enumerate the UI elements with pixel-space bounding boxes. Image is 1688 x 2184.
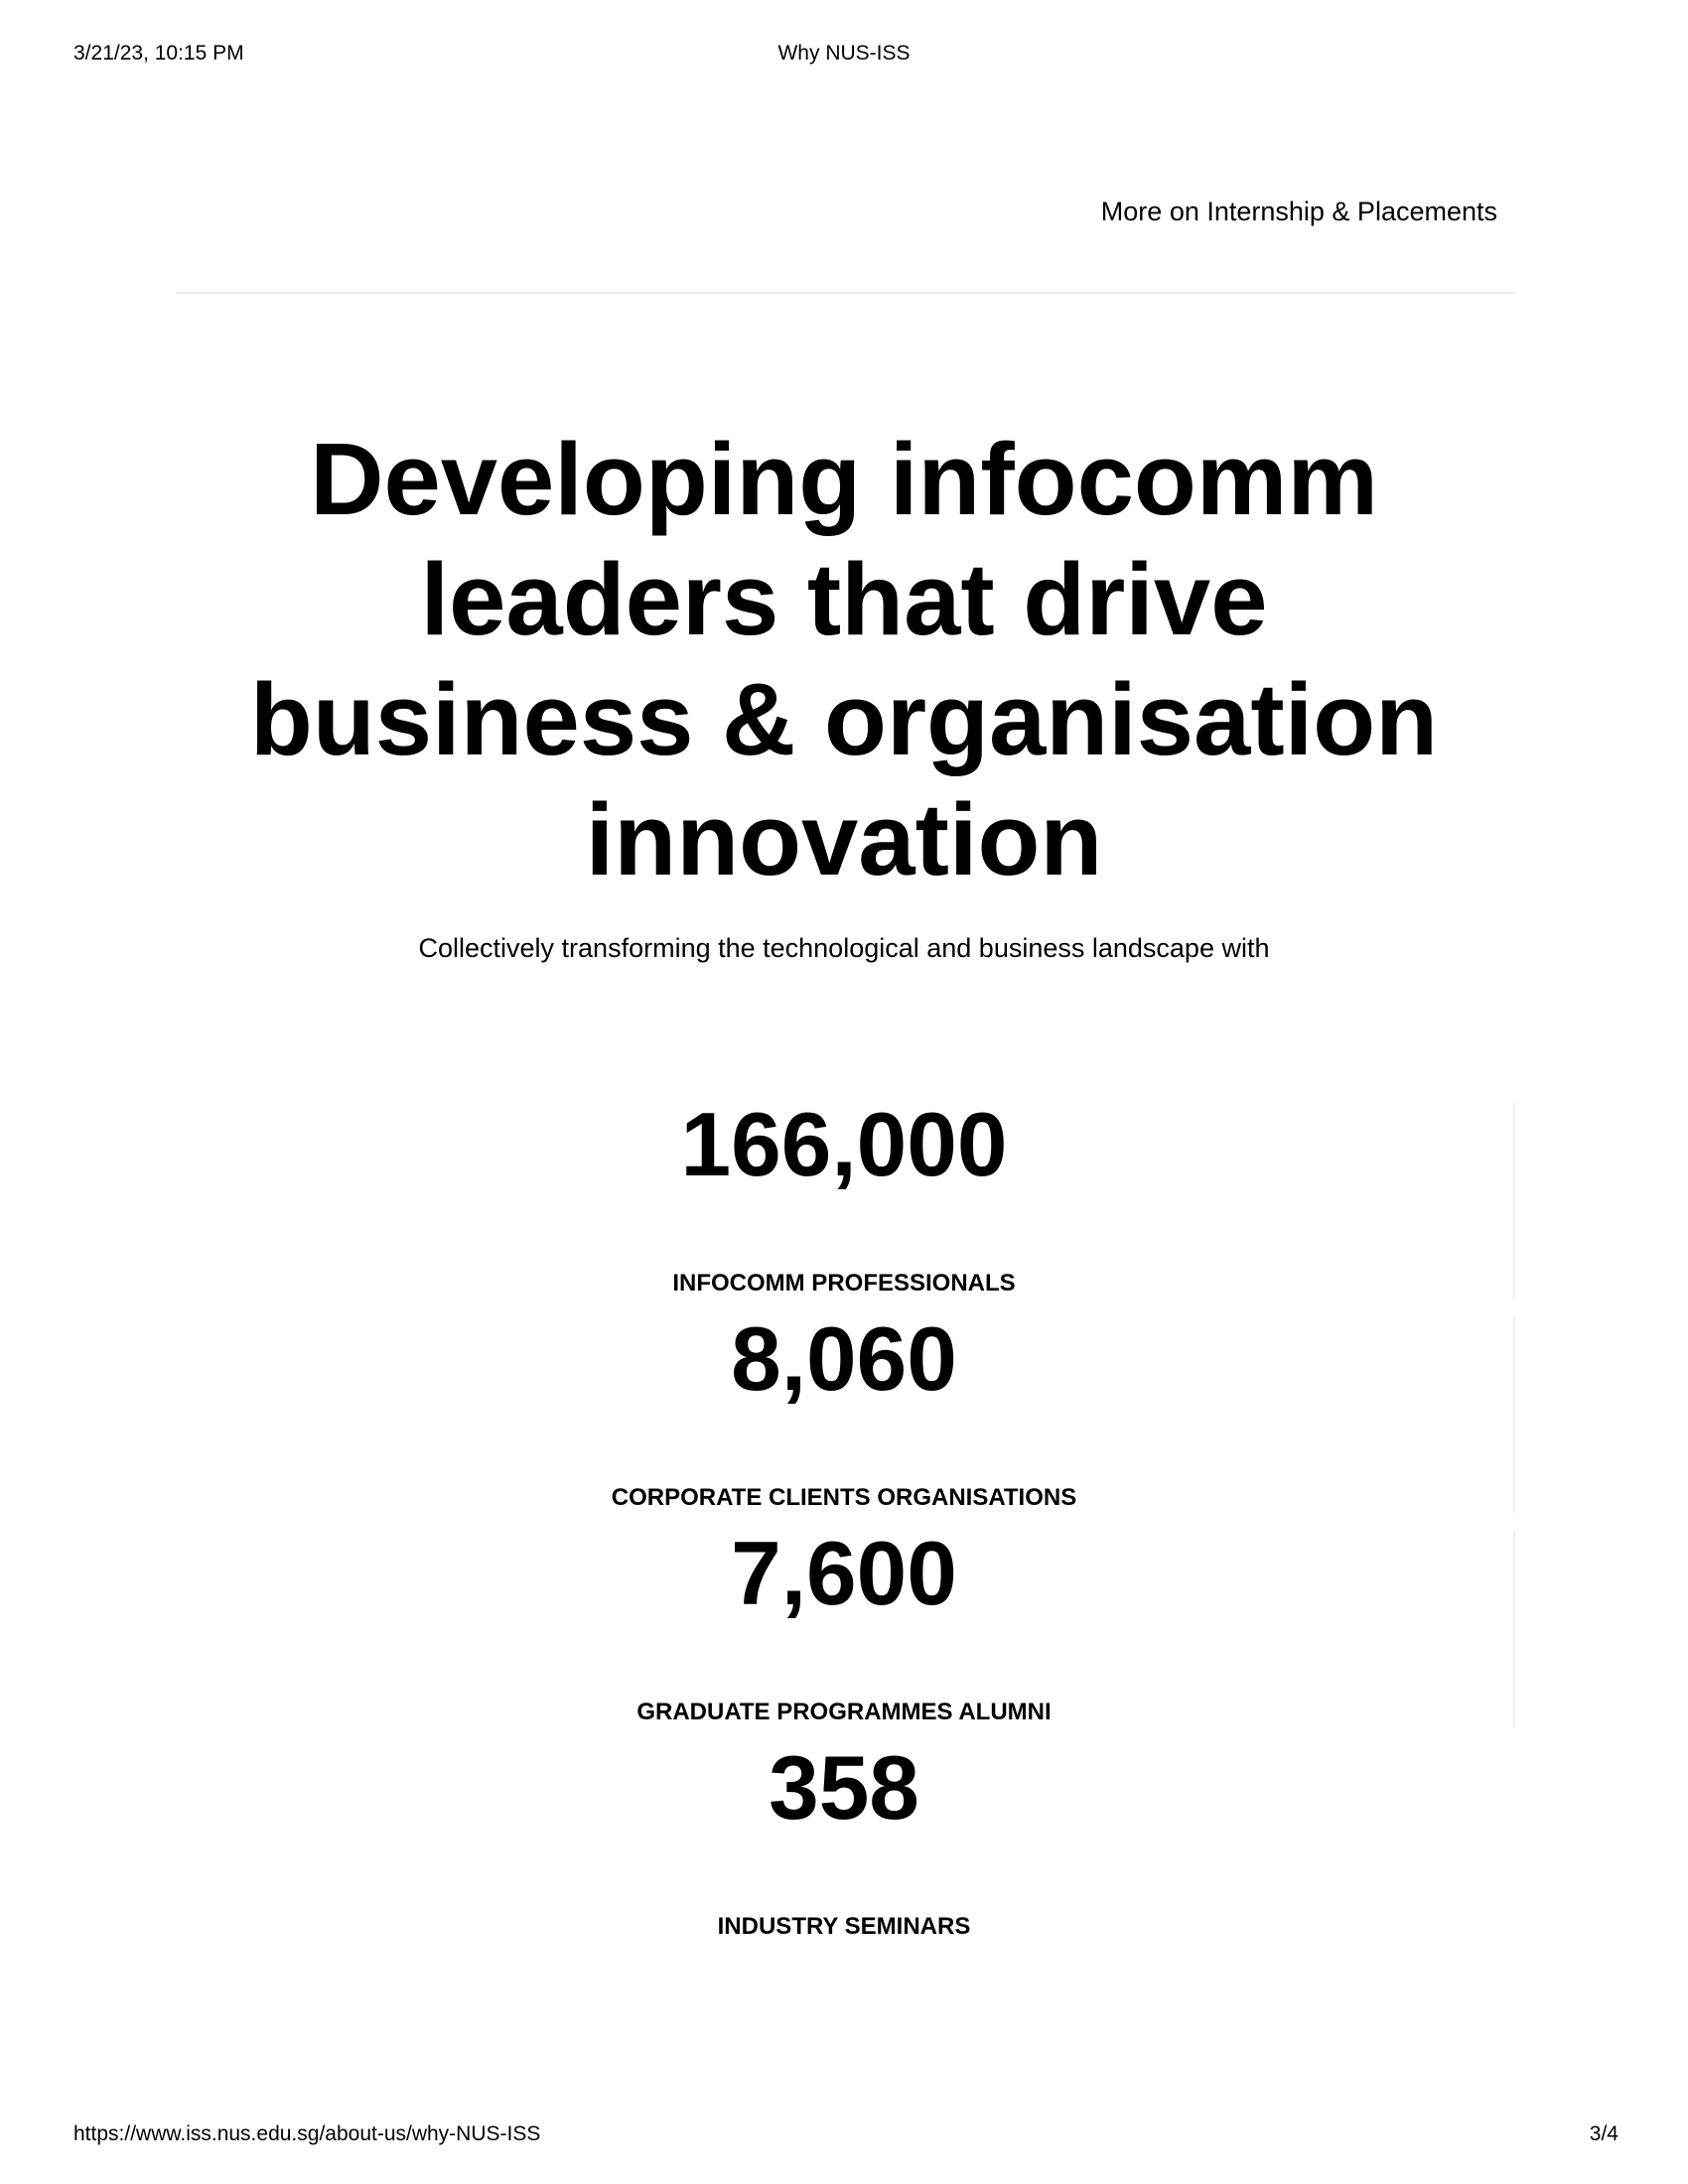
print-url: https://www.iss.nus.edu.sg/about-us/why-… [73, 2122, 541, 2145]
stat-label: CORPORATE CLIENTS ORGANISATIONS [611, 1484, 1077, 1511]
stat-number: 8,060 [731, 1309, 957, 1410]
stat-divider [1513, 1102, 1515, 1298]
hero-subline: Collectively transforming the technologi… [418, 933, 1270, 963]
stat-label: INFOCOMM PROFESSIONALS [672, 1270, 1016, 1297]
print-page-title: Why NUS-ISS [777, 42, 911, 65]
stat-number: 358 [769, 1738, 919, 1839]
stat-industry-seminars: 358 INDUSTRY SEMINARS [0, 1735, 1688, 1950]
stat-label: GRADUATE PROGRAMMES ALUMNI [636, 1699, 1052, 1725]
stat-divider [1513, 1316, 1515, 1513]
print-datetime: 3/21/23, 10:15 PM [73, 42, 244, 65]
stat-infocomm-professionals: 166,000 INFOCOMM PROFESSIONALS [0, 1092, 1688, 1306]
stat-label: INDUSTRY SEMINARS [717, 1913, 971, 1940]
stat-divider [1513, 1531, 1515, 1727]
internship-placements-link[interactable]: More on Internship & Placements [1100, 197, 1497, 226]
stat-number: 166,000 [680, 1095, 1008, 1195]
section-divider [176, 292, 1515, 294]
hero-headline: Developing infocomm leaders that drive b… [249, 422, 1439, 896]
stat-graduate-alumni: 7,600 GRADUATE PROGRAMMES ALUMNI [0, 1521, 1688, 1735]
stat-corporate-clients: 8,060 CORPORATE CLIENTS ORGANISATIONS [0, 1306, 1688, 1521]
print-page-number: 3/4 [1589, 2122, 1618, 2145]
stat-number: 7,600 [731, 1524, 957, 1624]
